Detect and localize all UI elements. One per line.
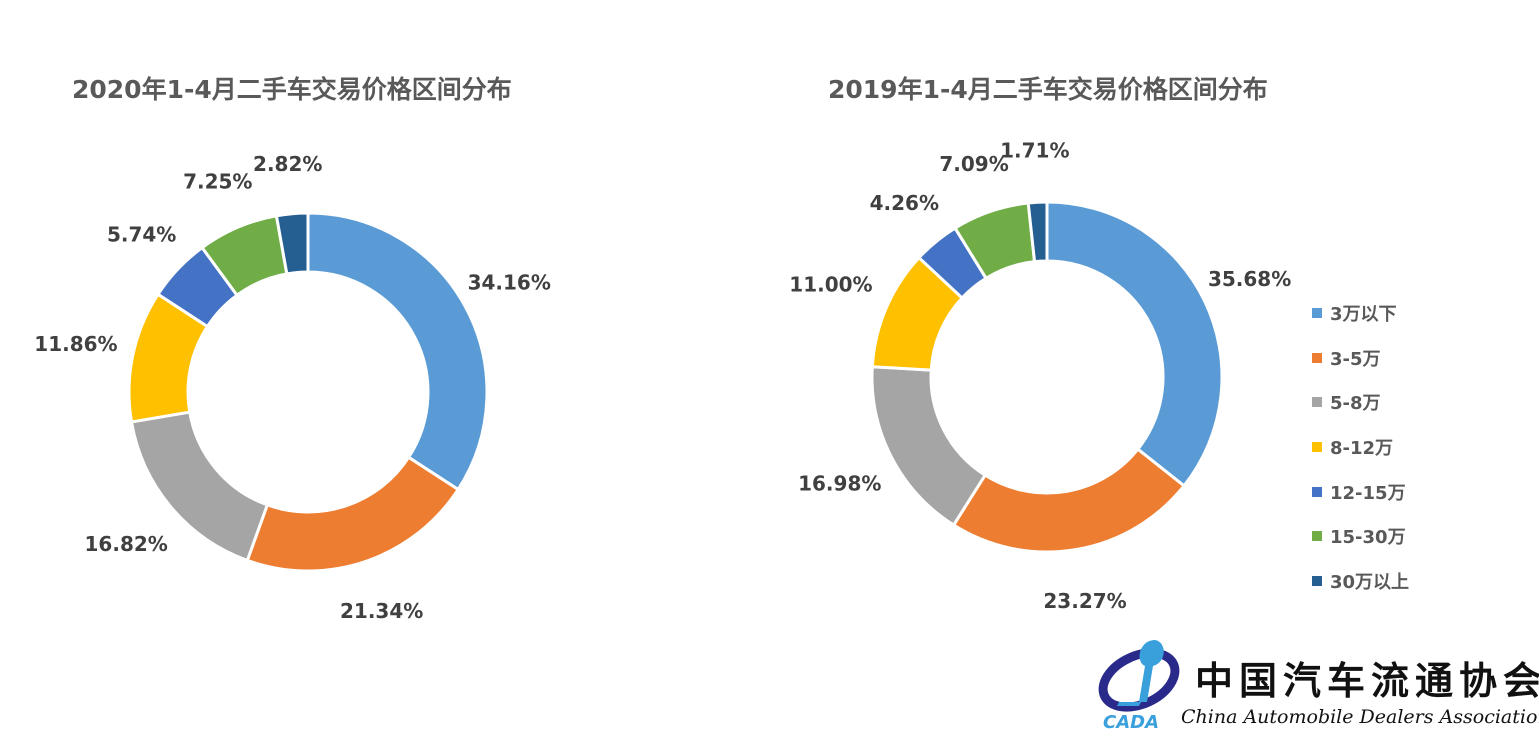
legend-swatch (1312, 397, 1322, 408)
legend-label: 8-12万 (1330, 438, 1394, 460)
legend-item: 30万以上 (1312, 559, 1409, 604)
donut-slice-0-6 (274, 211, 310, 276)
data-label-1-0: 35.68% (1208, 267, 1291, 291)
data-label-0-1: 21.34% (340, 599, 423, 623)
legend-label: 30万以上 (1330, 571, 1410, 593)
legend-label: 3万以下 (1330, 304, 1397, 326)
donut-slice-1-1 (951, 447, 1187, 554)
legend-swatch (1312, 575, 1322, 586)
legend-label: 12-15万 (1330, 482, 1406, 504)
data-label-0-4: 5.74% (107, 223, 176, 247)
data-label-1-4: 4.26% (870, 191, 939, 215)
legend-swatch (1312, 486, 1322, 497)
legend-item: 3万以下 (1312, 291, 1409, 336)
legend-swatch (1312, 308, 1322, 319)
donut-slice-1-2 (870, 365, 988, 528)
data-label-1-5: 7.09% (939, 152, 1008, 176)
data-label-0-3: 11.86% (34, 332, 117, 356)
data-label-1-1: 23.27% (1043, 589, 1126, 613)
legend-item: 12-15万 (1312, 469, 1409, 514)
legend-item: 3-5万 (1312, 336, 1409, 381)
legend-swatch (1312, 531, 1322, 542)
legend-label: 5-8万 (1330, 393, 1381, 415)
chart-legend: 3万以下 3-5万 5-8万 8-12万 12-15万 15-30万 30万以上 (1312, 291, 1409, 603)
donut-chart-2019: 35.68% 23.27% 16.98% 11.00% 4.26%7.09%1.71% (789, 138, 1291, 613)
chart-title-2020: 2020年1-4月二手车交易价格区间分布 (72, 75, 512, 104)
logo-name-en: China Automobile Dealers Association (1181, 706, 1539, 728)
donut-slice-0-0 (306, 211, 489, 492)
legend-item: 15-30万 (1312, 514, 1409, 559)
cada-logo: CADA 中国汽车流通协会 China Automobile Dealers A… (1095, 632, 1539, 732)
legend-swatch (1312, 352, 1322, 363)
data-label-0-0: 34.16% (468, 271, 551, 295)
donut-chart-2020: 34.16% 21.34% 16.82% 11.86% 5.74% 7.25%2.82% (34, 152, 551, 623)
donut-slice-1-0 (1045, 200, 1224, 488)
logo-name-cn: 中国汽车流通协会 (1195, 658, 1539, 703)
data-label-1-3: 11.00% (789, 273, 872, 297)
data-label-1-2: 16.98% (798, 471, 881, 495)
legend-item: 8-12万 (1312, 425, 1409, 470)
legend-label: 3-5万 (1330, 348, 1381, 370)
data-label-0-6: 2.82% (253, 152, 322, 176)
legend-item: 5-8万 (1312, 380, 1409, 425)
legend-swatch (1312, 442, 1322, 453)
data-label-0-2: 16.82% (85, 532, 168, 556)
data-label-0-5: 7.25% (183, 170, 252, 194)
cada-emblem-icon: CADA (1098, 640, 1180, 732)
donut-slice-1-6 (1026, 200, 1049, 264)
chart-title-2019: 2019年1-4月二手车交易价格区间分布 (828, 75, 1268, 104)
cada-mark-text: CADA (1103, 712, 1159, 732)
data-label-1-6: 1.71% (1000, 138, 1069, 162)
legend-label: 15-30万 (1330, 527, 1406, 549)
